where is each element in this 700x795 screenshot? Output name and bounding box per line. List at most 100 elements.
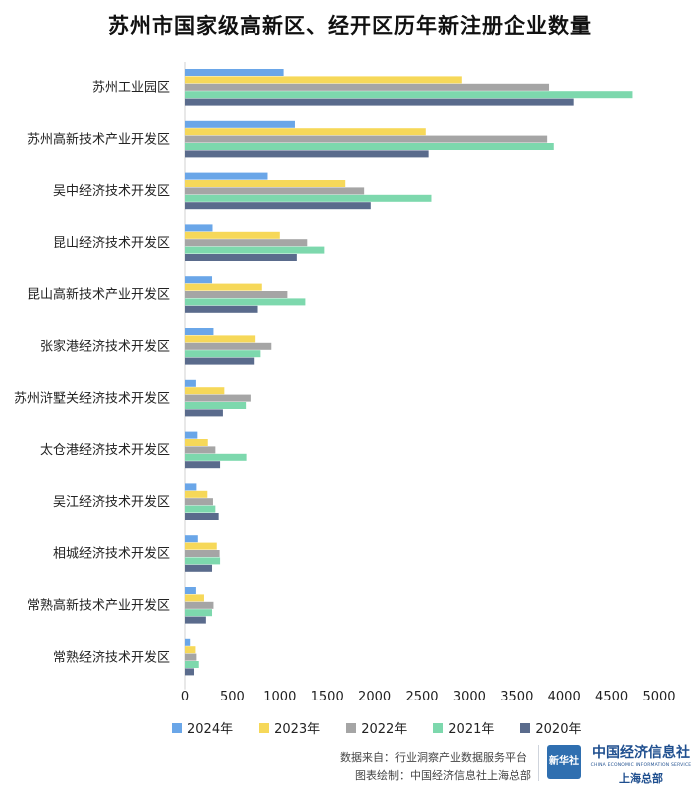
legend-swatch (520, 722, 531, 733)
bar (185, 550, 220, 557)
ceis-logo-sub: 上海总部 (619, 772, 663, 785)
bar (185, 298, 306, 306)
legend-swatch (172, 722, 182, 733)
category-label: 常熟高新技术产业开发区 (27, 598, 170, 614)
chart-credit-note: 图表绘制：中国经济信息社上海总部 (355, 769, 531, 782)
category-label: 张家港经济技术开发区 (40, 339, 170, 355)
category-label: 苏州高新技术产业开发区 (27, 131, 170, 147)
legend-item: 2022年 (346, 718, 407, 737)
bar (185, 609, 213, 617)
x-tick-label: 500 (220, 690, 245, 700)
bar (185, 254, 297, 261)
bar (185, 328, 214, 335)
bar (185, 594, 204, 602)
bar (185, 91, 633, 99)
bar (185, 120, 295, 128)
bar (185, 638, 191, 646)
legend-label: 2020年 (535, 722, 582, 737)
bar (185, 387, 225, 395)
bar (185, 239, 308, 247)
x-tick-label: 4000 (548, 690, 581, 700)
bar (185, 187, 365, 195)
legend-item: 2021年 (433, 718, 494, 737)
bar (185, 535, 198, 543)
bar (185, 668, 195, 676)
bar (185, 483, 197, 491)
chart-legend: 2024年 2023年 2022年 2021年 2020年 (172, 718, 581, 737)
bar (185, 69, 284, 76)
bar (185, 342, 272, 350)
bar (185, 76, 462, 84)
legend-item: 2024年 (172, 718, 233, 737)
category-label: 太仓港经济技术开发区 (40, 442, 170, 458)
bar (185, 490, 208, 498)
x-tick-label: 1500 (311, 690, 344, 700)
legend-swatch (433, 722, 444, 733)
x-tick-label: 3000 (453, 690, 486, 700)
legend-label: 2022年 (361, 722, 408, 737)
bar (185, 402, 247, 409)
bar (185, 283, 262, 291)
bar (185, 409, 223, 417)
bar (185, 498, 213, 506)
bar (185, 150, 429, 158)
bar (185, 194, 432, 202)
category-label: 吴江经济技术开发区 (53, 494, 170, 510)
bar (185, 431, 198, 439)
legend-label: 2024年 (187, 722, 234, 737)
xinhua-logo: 新华社 (547, 745, 581, 779)
bar (185, 83, 550, 91)
category-label: 昆山高新技术产业开发区 (27, 287, 170, 303)
bar (185, 661, 199, 668)
bar (185, 305, 258, 313)
footer-divider (538, 745, 539, 781)
bar (185, 224, 213, 232)
bar (185, 505, 216, 513)
ceis-logo-english: CHINA ECONOMIC INFORMATION SERVICE (590, 763, 692, 768)
bar (185, 335, 256, 343)
bar (185, 379, 196, 387)
x-tick-label: 1000 (263, 690, 296, 700)
category-label: 相城经济技术开发区 (53, 546, 170, 562)
bar (185, 202, 371, 210)
legend-item: 2020年 (520, 718, 581, 737)
bar (185, 587, 196, 594)
bar (185, 172, 268, 180)
category-label: 吴中经济技术开发区 (53, 183, 170, 199)
x-tick-label: 2500 (405, 690, 438, 700)
bar (185, 231, 280, 239)
x-tick-label: 3500 (500, 690, 533, 700)
x-tick-label: 4500 (595, 690, 628, 700)
legend-label: 2021年 (448, 722, 495, 737)
x-tick-label: 5000 (642, 690, 675, 700)
bar (185, 180, 346, 187)
bar (185, 453, 247, 461)
category-label: 苏州浒墅关经济技术开发区 (14, 390, 170, 406)
bar (185, 357, 255, 365)
bar (185, 291, 288, 298)
bar (185, 246, 325, 254)
bar (185, 276, 213, 284)
bar-chart: 苏州工业园区苏州高新技术产业开发区吴中经济技术开发区昆山经济技术开发区昆山高新技… (14, 62, 676, 700)
bar (185, 601, 214, 609)
legend-label: 2023年 (274, 722, 321, 737)
bar (185, 542, 217, 550)
bar (185, 461, 221, 469)
x-tick-label: 0 (181, 690, 189, 700)
bar (185, 557, 221, 565)
bar (185, 439, 208, 446)
bar (185, 350, 261, 358)
bar (185, 564, 213, 572)
bar (185, 394, 251, 402)
chart-title: 苏州市国家级高新区、经开区历年新注册企业数量 (108, 14, 592, 38)
bar (185, 513, 219, 520)
legend-swatch (346, 722, 357, 733)
category-label: 常熟经济技术开发区 (53, 649, 170, 665)
legend-item: 2023年 (259, 718, 320, 737)
legend-swatch (259, 722, 270, 733)
x-tick-label: 2000 (358, 690, 391, 700)
category-label: 苏州工业园区 (92, 80, 170, 96)
category-label: 昆山经济技术开发区 (53, 235, 170, 251)
ceis-logo-name: 中国经济信息社 (592, 745, 690, 761)
ceis-logo: 中国经济信息社 CHINA ECONOMIC INFORMATION SERVI… (586, 742, 696, 786)
